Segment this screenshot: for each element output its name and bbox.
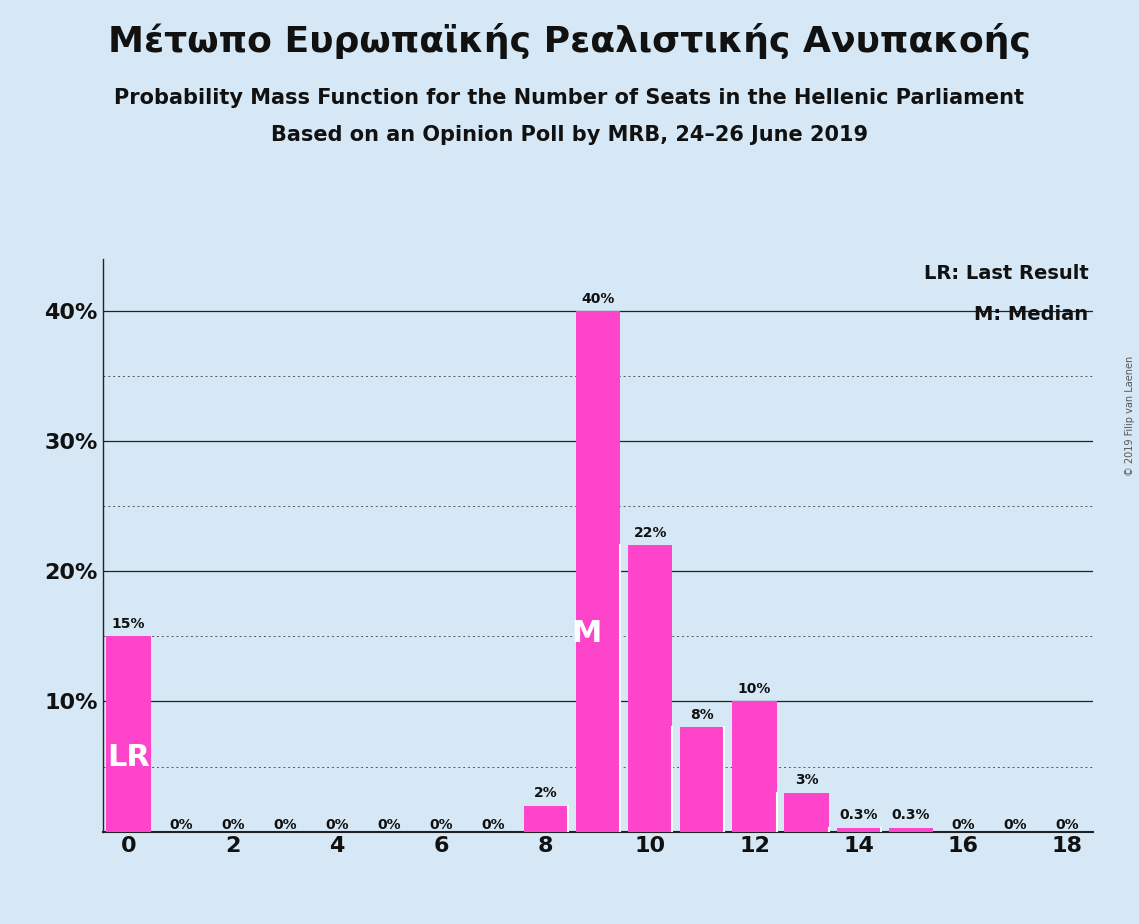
Text: 8%: 8% [690,708,714,723]
Text: 0%: 0% [326,818,349,832]
Text: 0%: 0% [377,818,401,832]
Text: 0%: 0% [1056,818,1079,832]
Text: 15%: 15% [112,617,146,631]
Text: 0%: 0% [221,818,245,832]
Text: © 2019 Filip van Laenen: © 2019 Filip van Laenen [1125,356,1134,476]
Bar [785,793,829,832]
Text: 10%: 10% [738,682,771,696]
Bar [888,828,933,832]
Text: M: M [572,619,601,649]
Bar [836,828,880,832]
Bar [732,701,777,832]
Text: Probability Mass Function for the Number of Seats in the Hellenic Parliament: Probability Mass Function for the Number… [115,88,1024,108]
Text: 3%: 3% [795,773,819,787]
Text: 0.3%: 0.3% [839,808,878,822]
Bar [628,545,672,832]
Text: 0%: 0% [169,818,192,832]
Text: 2%: 2% [534,786,558,800]
Text: 22%: 22% [633,526,666,540]
Bar [106,637,150,832]
Bar [680,727,724,832]
Text: 0%: 0% [429,818,453,832]
Text: 0%: 0% [951,818,975,832]
Text: LR: LR [107,743,150,772]
Text: 0%: 0% [482,818,506,832]
Bar [524,806,568,832]
Text: Μέτωπο Ευρωπαϊκής Ρεαλιστικής Ανυπακοής: Μέτωπο Ευρωπαϊκής Ρεαλιστικής Ανυπακοής [108,23,1031,59]
Text: M: Median: M: Median [974,305,1089,323]
Text: 0%: 0% [1003,818,1027,832]
Text: 40%: 40% [581,292,615,306]
Bar [576,310,620,832]
Text: LR: Last Result: LR: Last Result [924,264,1089,284]
Text: 0.3%: 0.3% [892,808,931,822]
Text: 0%: 0% [273,818,297,832]
Text: Based on an Opinion Poll by MRB, 24–26 June 2019: Based on an Opinion Poll by MRB, 24–26 J… [271,125,868,145]
